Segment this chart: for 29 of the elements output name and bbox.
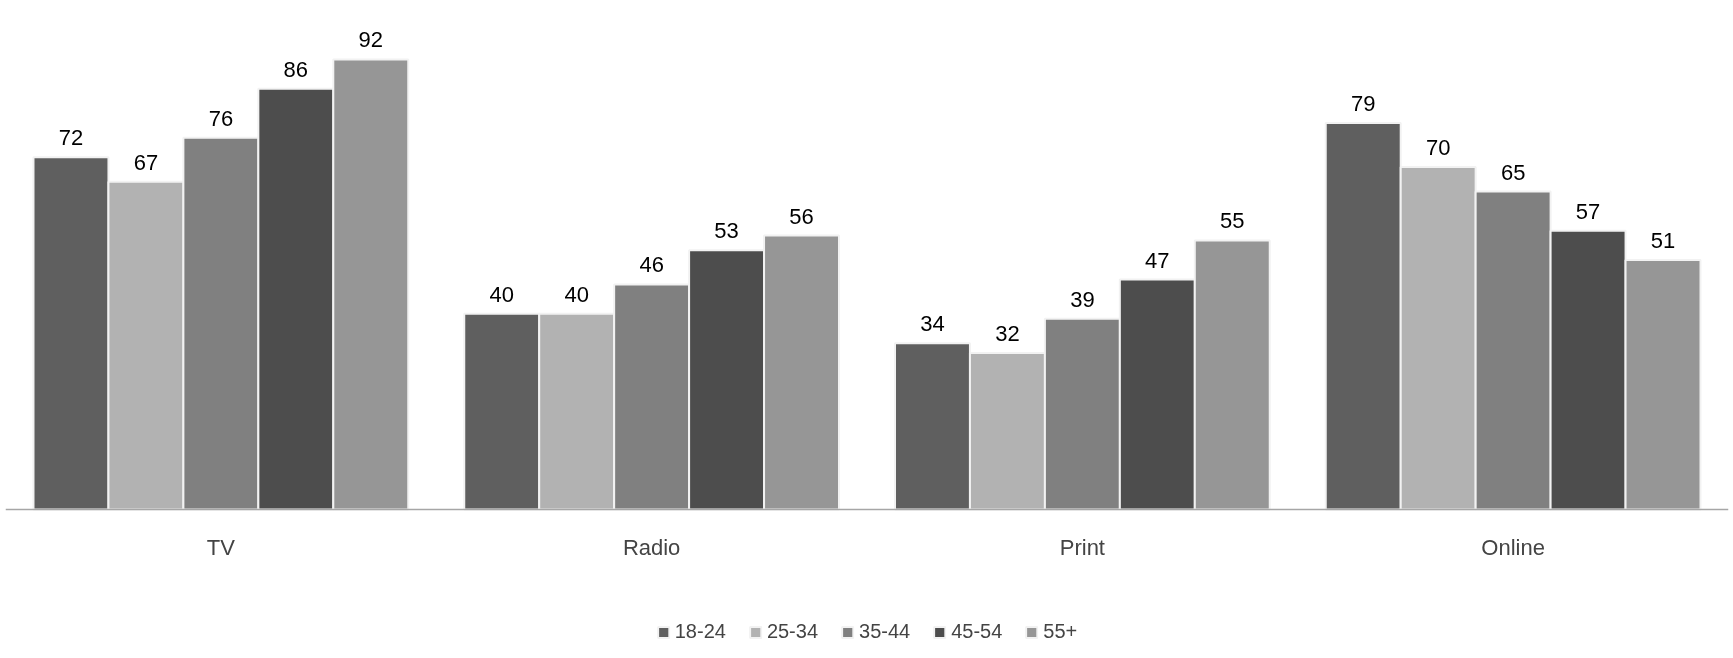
data-label: 79 xyxy=(1350,91,1376,117)
data-label: 46 xyxy=(639,252,664,278)
data-label: 92 xyxy=(358,27,384,53)
legend-label: 18-24 xyxy=(674,620,726,643)
data-label: 57 xyxy=(1575,198,1601,224)
data-label: 56 xyxy=(789,203,814,229)
data-label: 65 xyxy=(1500,159,1526,185)
data-label: 34 xyxy=(920,311,945,337)
legend-label: 25-34 xyxy=(766,620,819,643)
data-label: 32 xyxy=(995,320,1020,346)
data-label: 47 xyxy=(1145,247,1170,273)
data-label: 55 xyxy=(1220,208,1245,234)
legend-label: 55+ xyxy=(1043,620,1078,643)
x-tick-label: TV xyxy=(206,535,236,561)
data-label: 86 xyxy=(283,56,309,82)
data-label: 40 xyxy=(489,281,514,307)
x-tick-label: Print xyxy=(1059,535,1106,561)
legend-label: 35-44 xyxy=(859,620,911,643)
data-label: 76 xyxy=(208,105,234,131)
x-tick-label: Online xyxy=(1481,535,1545,561)
data-label: 51 xyxy=(1650,228,1676,254)
legend-label: 45-54 xyxy=(951,620,1003,643)
data-label: 39 xyxy=(1070,286,1095,312)
data-label: 53 xyxy=(714,218,739,244)
x-tick-label: Radio xyxy=(622,535,681,561)
data-label: 67 xyxy=(133,149,159,175)
data-label: 70 xyxy=(1425,135,1451,161)
data-label: 72 xyxy=(58,125,84,151)
data-label: 40 xyxy=(564,281,589,307)
